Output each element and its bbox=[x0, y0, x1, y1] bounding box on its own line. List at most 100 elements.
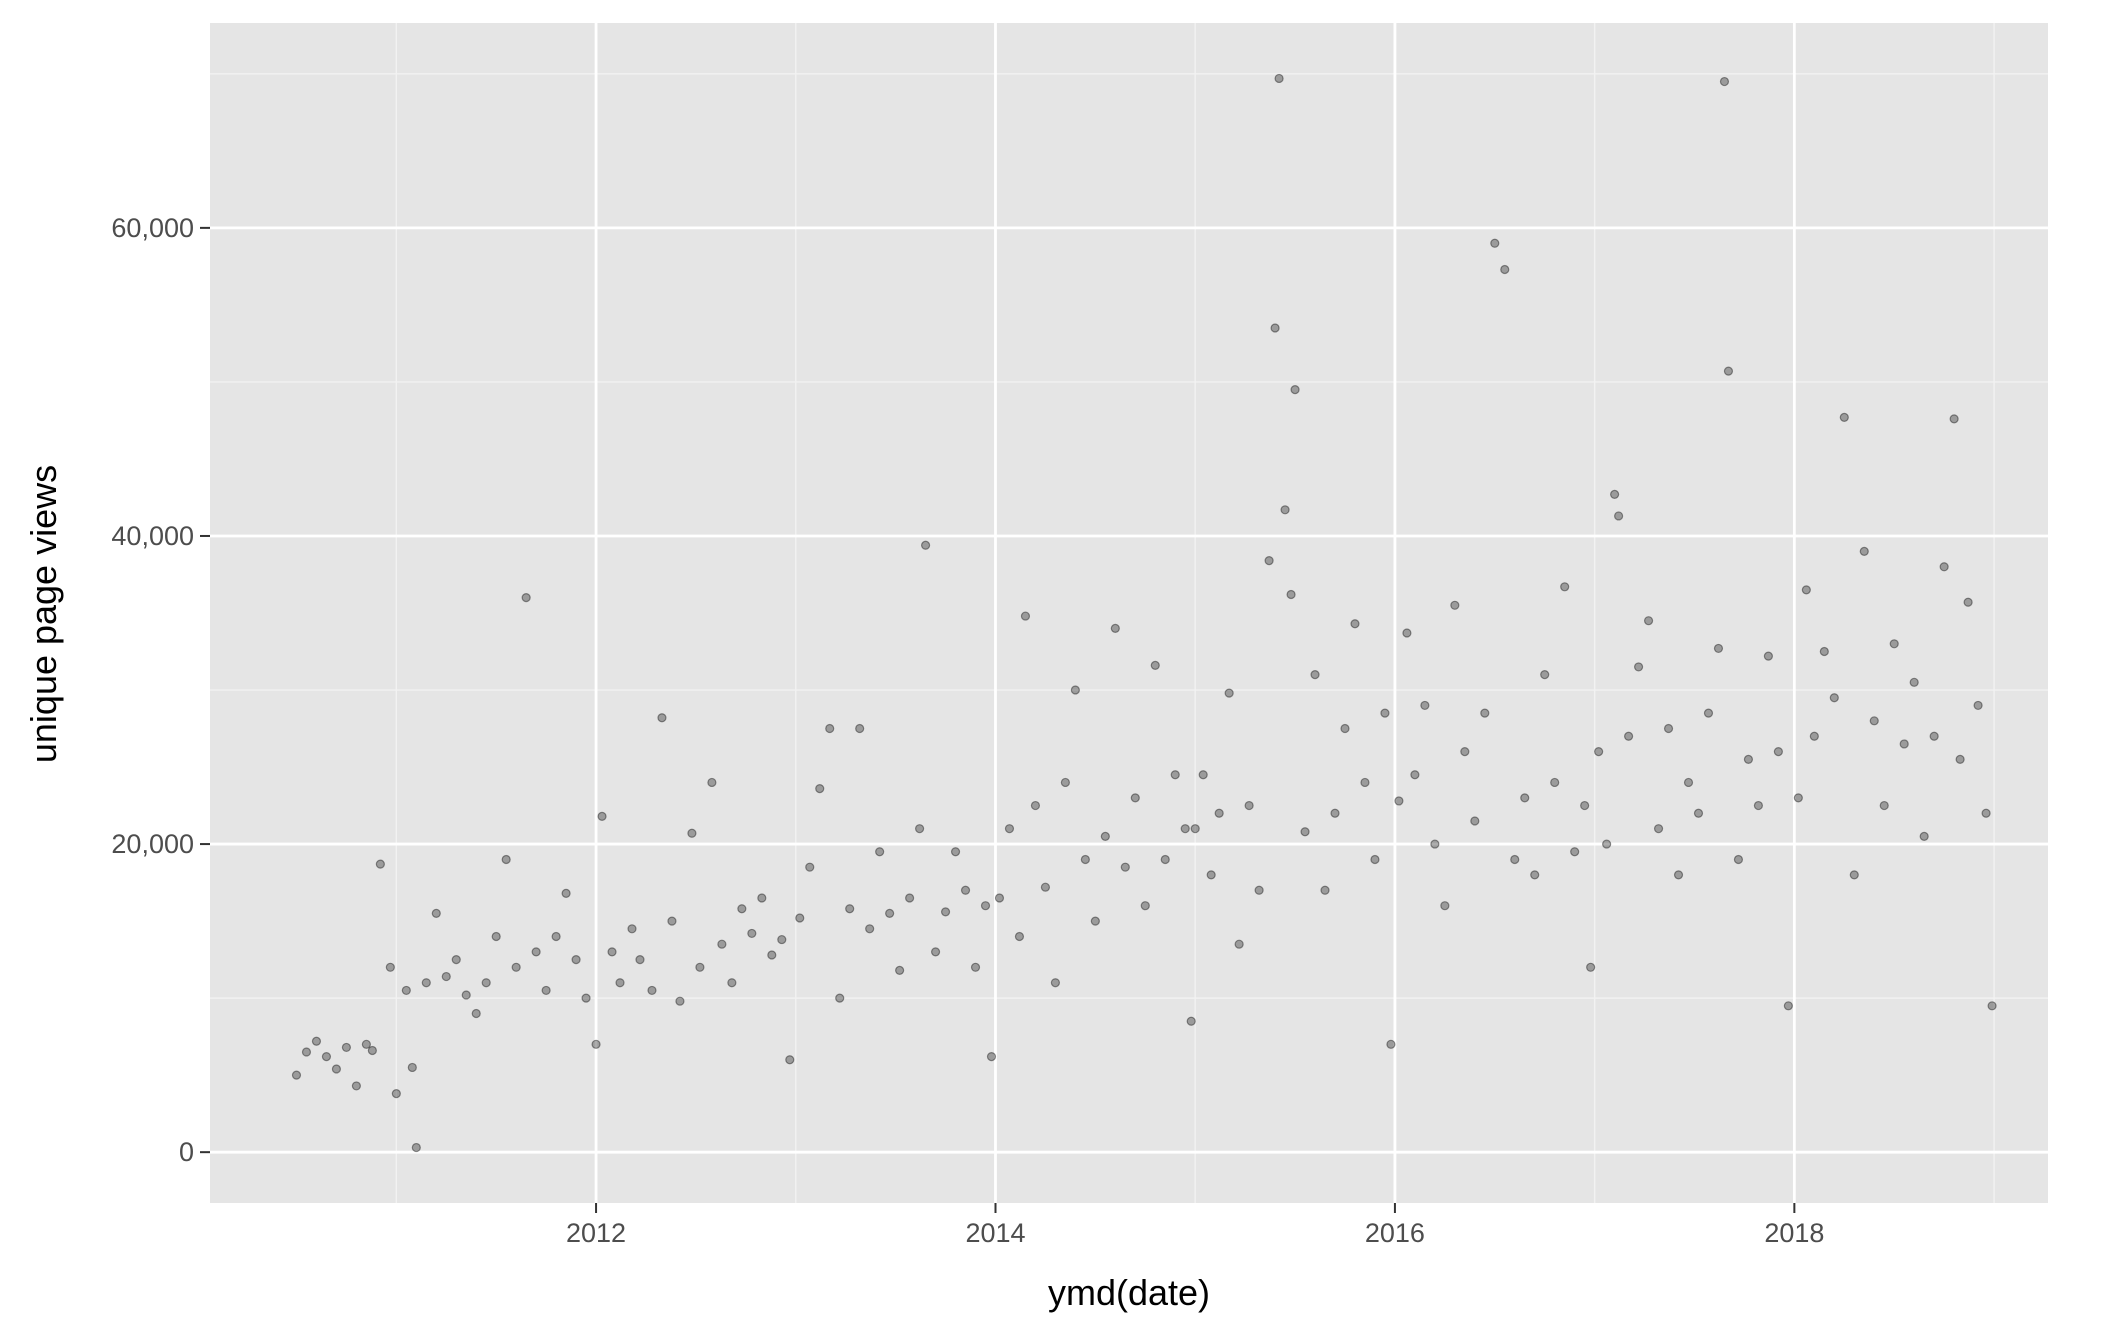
point bbox=[1909, 677, 1919, 687]
point bbox=[1410, 770, 1420, 780]
point bbox=[1839, 412, 1849, 422]
point bbox=[1420, 700, 1430, 711]
plot-panel bbox=[210, 23, 2048, 1203]
point bbox=[1186, 1016, 1196, 1026]
y-axis-title: unique page views bbox=[23, 465, 64, 763]
point bbox=[581, 993, 591, 1003]
point bbox=[865, 924, 875, 934]
point bbox=[675, 996, 685, 1006]
point bbox=[1610, 489, 1620, 499]
point bbox=[1929, 731, 1939, 741]
point bbox=[1743, 754, 1754, 764]
point bbox=[1224, 688, 1234, 698]
point bbox=[1214, 808, 1224, 818]
point bbox=[825, 723, 835, 734]
point bbox=[1190, 824, 1200, 834]
point bbox=[331, 1064, 342, 1074]
point bbox=[895, 965, 905, 975]
y-tick-label: 60,000 bbox=[111, 213, 194, 243]
point bbox=[1050, 978, 1061, 988]
point bbox=[1580, 800, 1590, 811]
point bbox=[501, 854, 511, 865]
point bbox=[795, 913, 805, 923]
point bbox=[757, 893, 767, 903]
point bbox=[657, 713, 667, 723]
point bbox=[311, 1036, 322, 1046]
point bbox=[1150, 660, 1160, 670]
point bbox=[1206, 870, 1216, 880]
point bbox=[401, 985, 411, 996]
point bbox=[1879, 800, 1889, 811]
point bbox=[421, 978, 431, 988]
point bbox=[1170, 770, 1180, 780]
point bbox=[1683, 777, 1694, 788]
point bbox=[301, 1047, 312, 1057]
point bbox=[607, 947, 617, 957]
point bbox=[571, 955, 581, 965]
point bbox=[1500, 264, 1510, 275]
point bbox=[411, 1142, 421, 1153]
point bbox=[737, 904, 747, 914]
y-tick-label: 20,000 bbox=[111, 829, 194, 859]
point bbox=[785, 1055, 795, 1065]
point bbox=[1244, 800, 1254, 811]
point bbox=[1819, 646, 1829, 657]
point bbox=[1594, 747, 1604, 757]
point bbox=[1981, 808, 1991, 818]
point bbox=[707, 777, 717, 788]
point bbox=[885, 908, 895, 918]
point bbox=[1160, 854, 1170, 865]
point bbox=[1570, 847, 1580, 857]
point bbox=[1633, 662, 1644, 672]
point bbox=[1773, 747, 1783, 757]
point bbox=[717, 939, 727, 949]
point bbox=[1809, 731, 1819, 741]
y-tick-label: 0 bbox=[179, 1137, 194, 1167]
point bbox=[627, 924, 637, 934]
point bbox=[1673, 870, 1684, 880]
point bbox=[1939, 562, 1949, 572]
point bbox=[1919, 831, 1929, 841]
point bbox=[1264, 556, 1274, 566]
point bbox=[1040, 882, 1051, 892]
point bbox=[905, 893, 915, 903]
point bbox=[1859, 546, 1869, 556]
point bbox=[1450, 600, 1460, 610]
point bbox=[1394, 796, 1404, 806]
point bbox=[767, 950, 777, 960]
point bbox=[341, 1042, 352, 1053]
point bbox=[1955, 754, 1965, 764]
point bbox=[845, 904, 855, 914]
point bbox=[1510, 854, 1520, 865]
point bbox=[1350, 619, 1360, 629]
point bbox=[351, 1081, 361, 1091]
point bbox=[1030, 800, 1041, 811]
point bbox=[1370, 854, 1380, 865]
point bbox=[960, 885, 971, 895]
point bbox=[1753, 800, 1764, 811]
point bbox=[1130, 793, 1140, 803]
point bbox=[980, 901, 991, 911]
point bbox=[994, 893, 1005, 903]
point bbox=[815, 784, 825, 794]
point bbox=[461, 990, 471, 1000]
point bbox=[1614, 511, 1624, 521]
x-tick-label: 2016 bbox=[1365, 1218, 1425, 1248]
point bbox=[1090, 916, 1100, 926]
point bbox=[1899, 739, 1909, 749]
point bbox=[1949, 414, 1959, 424]
point bbox=[407, 1062, 417, 1073]
point bbox=[1783, 1001, 1793, 1011]
point bbox=[1829, 693, 1839, 703]
point bbox=[1480, 708, 1490, 718]
point bbox=[591, 1039, 601, 1049]
point bbox=[635, 955, 645, 965]
point bbox=[1643, 616, 1654, 626]
point bbox=[1849, 870, 1859, 880]
point bbox=[1530, 870, 1540, 880]
point bbox=[950, 847, 961, 857]
point bbox=[986, 1052, 997, 1062]
point bbox=[1987, 1001, 1997, 1011]
point bbox=[1340, 723, 1350, 734]
point bbox=[930, 947, 941, 957]
